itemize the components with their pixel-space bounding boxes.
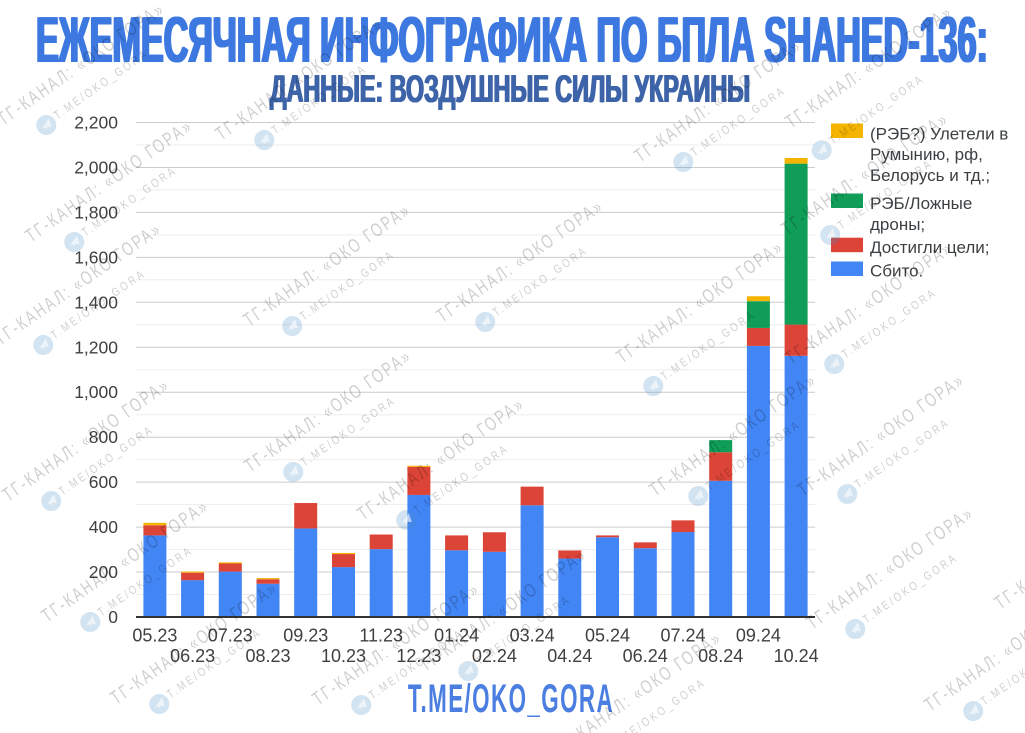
svg-text:1,000: 1,000 bbox=[74, 382, 118, 402]
svg-text:07.24: 07.24 bbox=[660, 626, 705, 646]
svg-text:2,000: 2,000 bbox=[74, 158, 118, 178]
svg-text:800: 800 bbox=[89, 427, 118, 447]
svg-text:200: 200 bbox=[89, 562, 118, 582]
svg-text:Белорусь и тд.;: Белорусь и тд.; bbox=[870, 166, 990, 185]
svg-text:05.23: 05.23 bbox=[132, 626, 177, 646]
svg-text:1,600: 1,600 bbox=[74, 247, 118, 267]
svg-text:Румынию, рф,: Румынию, рф, bbox=[870, 145, 983, 164]
svg-text:400: 400 bbox=[89, 517, 118, 537]
svg-text:Достигли цели;: Достигли цели; bbox=[870, 238, 989, 257]
svg-text:1,200: 1,200 bbox=[74, 337, 118, 357]
svg-text:600: 600 bbox=[89, 472, 118, 492]
svg-text:03.24: 03.24 bbox=[510, 626, 555, 646]
svg-text:06.23: 06.23 bbox=[170, 646, 215, 666]
svg-text:10.24: 10.24 bbox=[774, 646, 819, 666]
svg-text:дроны;: дроны; bbox=[870, 215, 925, 234]
svg-text:09.24: 09.24 bbox=[736, 626, 781, 646]
svg-text:0: 0 bbox=[108, 607, 118, 627]
svg-text:Сбито.: Сбито. bbox=[870, 262, 923, 281]
svg-text:12.23: 12.23 bbox=[396, 646, 441, 666]
svg-text:08.23: 08.23 bbox=[245, 646, 290, 666]
svg-text:07.23: 07.23 bbox=[208, 626, 253, 646]
svg-text:05.24: 05.24 bbox=[585, 626, 630, 646]
svg-text:04.24: 04.24 bbox=[547, 646, 592, 666]
svg-text:(РЭБ?) Улетели в: (РЭБ?) Улетели в bbox=[870, 125, 1008, 144]
svg-text:01.24: 01.24 bbox=[434, 626, 479, 646]
svg-text:РЭБ/Ложные: РЭБ/Ложные bbox=[870, 194, 972, 213]
svg-text:08.24: 08.24 bbox=[698, 646, 743, 666]
svg-text:11.23: 11.23 bbox=[359, 626, 403, 646]
svg-text:1,800: 1,800 bbox=[74, 202, 118, 222]
svg-text:09.23: 09.23 bbox=[283, 626, 328, 646]
svg-text:2,200: 2,200 bbox=[74, 113, 118, 133]
svg-text:10.23: 10.23 bbox=[321, 646, 366, 666]
svg-text:1,400: 1,400 bbox=[74, 292, 118, 312]
svg-text:06.24: 06.24 bbox=[623, 646, 668, 666]
svg-text:02.24: 02.24 bbox=[472, 646, 517, 666]
